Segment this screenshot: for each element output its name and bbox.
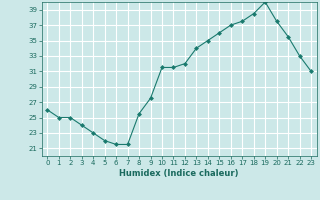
X-axis label: Humidex (Indice chaleur): Humidex (Indice chaleur)	[119, 169, 239, 178]
